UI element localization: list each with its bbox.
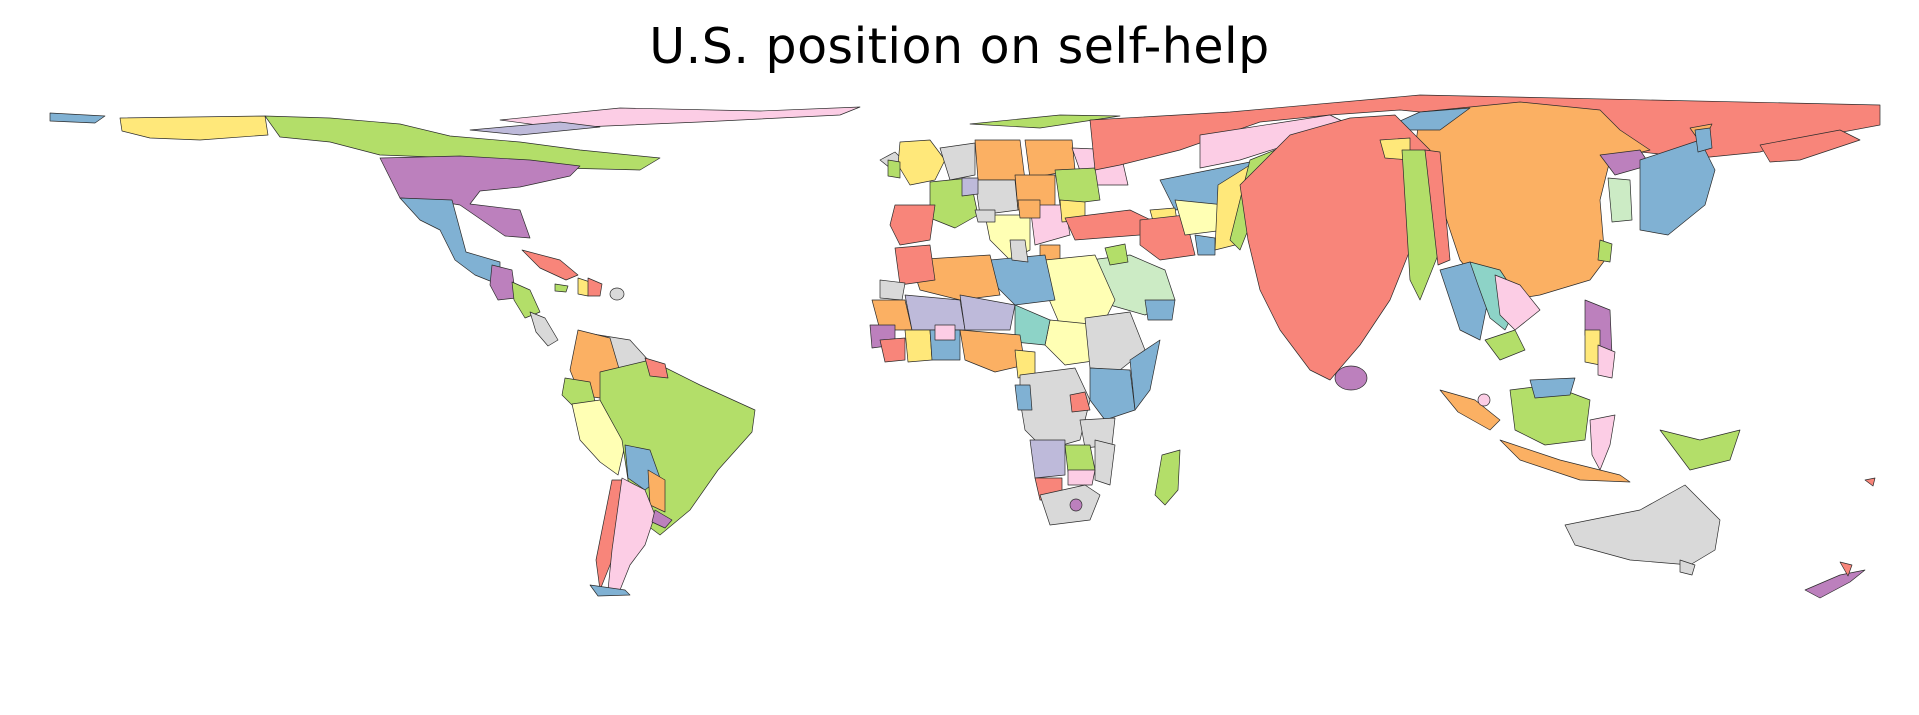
region-argentina bbox=[607, 477, 656, 591]
region-norway bbox=[939, 142, 976, 181]
region-central-america bbox=[511, 281, 541, 319]
region-papua bbox=[1659, 429, 1741, 471]
region-pacific-island bbox=[1864, 477, 1876, 487]
region-nigeria bbox=[959, 329, 1026, 373]
region-gabon bbox=[1014, 384, 1033, 411]
region-niger bbox=[959, 294, 1016, 331]
region-zambia bbox=[1064, 444, 1096, 473]
region-madagascar bbox=[1154, 449, 1181, 506]
region-taiwan bbox=[1597, 239, 1613, 263]
region-angola bbox=[1029, 439, 1066, 479]
region-korea bbox=[1607, 177, 1633, 223]
region-ivory-coast bbox=[904, 329, 933, 363]
region-uruguay bbox=[651, 509, 673, 529]
region-new-zealand bbox=[1804, 569, 1866, 599]
region-china bbox=[1414, 101, 1651, 301]
region-yemen bbox=[1144, 299, 1176, 321]
region-paraguay bbox=[647, 469, 666, 513]
region-borneo-north bbox=[1529, 377, 1576, 399]
region-sweden bbox=[974, 139, 1026, 181]
region-arctic-islands bbox=[469, 121, 601, 136]
region-burkina bbox=[934, 324, 956, 341]
region-canada bbox=[264, 115, 661, 171]
region-turkmenistan bbox=[1194, 234, 1216, 256]
region-benelux bbox=[961, 177, 979, 197]
region-sulawesi bbox=[1589, 414, 1616, 471]
region-cambodia bbox=[1484, 329, 1526, 361]
region-belarus-ukraine bbox=[1054, 167, 1101, 206]
region-japan-north bbox=[1694, 127, 1713, 153]
region-svalbard-sliver bbox=[969, 114, 1121, 129]
region-tasmania bbox=[1679, 559, 1696, 576]
region-sri-lanka bbox=[1334, 365, 1368, 391]
region-philippines-south bbox=[1597, 344, 1616, 379]
region-malaysia bbox=[1439, 389, 1501, 431]
region-morocco bbox=[894, 244, 936, 286]
region-mexico bbox=[399, 197, 501, 286]
region-lesotho bbox=[1069, 498, 1083, 512]
region-alaska-arctic-sliver bbox=[49, 112, 106, 124]
region-united-kingdom bbox=[897, 139, 946, 186]
region-jamaica bbox=[554, 283, 569, 293]
region-libya bbox=[989, 254, 1056, 306]
region-somalia bbox=[1129, 339, 1161, 411]
region-russia-east bbox=[1759, 129, 1861, 163]
region-swiss bbox=[974, 209, 996, 223]
region-australia bbox=[1564, 484, 1721, 566]
region-western-sahara bbox=[879, 279, 906, 301]
region-bhutan-strip bbox=[1424, 149, 1451, 266]
region-new-zealand-north bbox=[1839, 561, 1853, 577]
region-uganda bbox=[1069, 391, 1091, 413]
region-usa bbox=[379, 155, 581, 239]
region-syria-israel bbox=[1104, 243, 1129, 266]
region-chile bbox=[595, 479, 623, 591]
region-dominican-republic bbox=[587, 277, 603, 297]
region-costa-rica-panama bbox=[529, 311, 559, 347]
region-sumatra-java bbox=[1499, 439, 1631, 483]
map-title: U.S. position on self-help bbox=[649, 18, 1270, 75]
region-guinea bbox=[879, 337, 906, 363]
region-czech-austria bbox=[1017, 199, 1041, 219]
region-kenya bbox=[1089, 367, 1136, 421]
region-caribbean-island bbox=[609, 287, 625, 301]
region-tunisia bbox=[1009, 239, 1029, 263]
region-iran bbox=[1139, 214, 1196, 261]
region-japan bbox=[1639, 139, 1716, 236]
region-spain-portugal bbox=[889, 204, 936, 246]
region-laos-vietnam bbox=[1494, 274, 1541, 331]
region-cuba bbox=[521, 249, 579, 281]
region-tierra-del-fuego bbox=[589, 584, 631, 597]
region-zimbabwe bbox=[1067, 469, 1096, 486]
region-guyana bbox=[644, 357, 669, 379]
region-alaska bbox=[119, 115, 269, 141]
region-mozambique bbox=[1094, 439, 1116, 486]
region-ireland bbox=[887, 159, 901, 179]
region-singapore bbox=[1477, 393, 1491, 407]
region-guatemala bbox=[489, 264, 517, 301]
region-chad bbox=[1014, 304, 1051, 346]
region-india bbox=[1239, 114, 1431, 381]
